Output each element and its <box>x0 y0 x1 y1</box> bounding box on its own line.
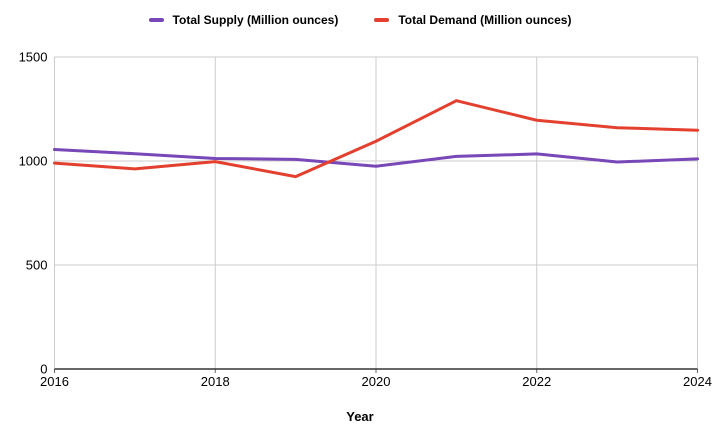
y-tick-label: 500 <box>26 258 48 273</box>
x-tick-label: 2018 <box>201 374 230 389</box>
x-tick-label: 2016 <box>40 374 69 389</box>
x-tick-label: 2024 <box>683 374 712 389</box>
x-tick-label: 2022 <box>522 374 551 389</box>
legend: Total Supply (Million ounces) Total Dema… <box>0 12 720 28</box>
y-tick-label: 1500 <box>19 50 48 65</box>
y-tick-label: 1000 <box>19 154 48 169</box>
y-tick-label: 0 <box>40 362 47 377</box>
demand-legend-marker-icon <box>374 18 390 22</box>
x-axis-title: Year <box>346 409 374 424</box>
demand-legend-label: Total Demand (Million ounces) <box>398 13 572 27</box>
supply-line <box>53 148 699 168</box>
legend-item-supply[interactable]: Total Supply (Million ounces) <box>148 12 339 28</box>
demand-line <box>53 99 699 179</box>
supply-legend-marker-icon <box>148 18 164 22</box>
x-tick-label: 2020 <box>362 374 391 389</box>
supply-legend-label: Total Supply (Million ounces) <box>172 13 339 27</box>
legend-item-demand[interactable]: Total Demand (Million ounces) <box>374 12 571 28</box>
